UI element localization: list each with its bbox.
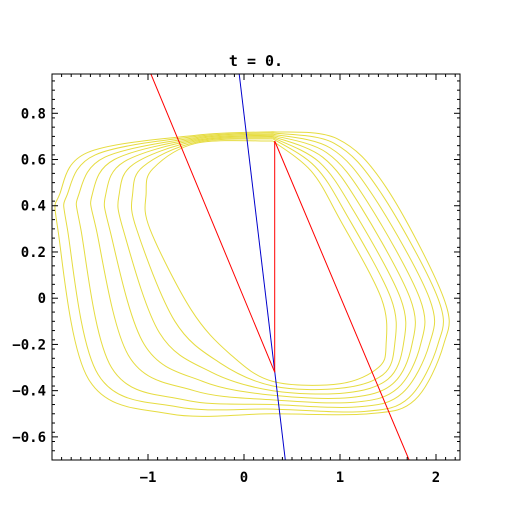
contour-curve-5 — [90, 134, 426, 404]
blue-line-1 — [238, 74, 286, 460]
contour-curve-6 — [75, 133, 436, 408]
contour-curve-8 — [54, 131, 450, 417]
contour-curve-7 — [63, 132, 444, 413]
y-tick-label: 0.6 — [21, 153, 46, 169]
plot-frame — [51, 73, 461, 461]
x-tick-label: 0 — [240, 470, 248, 486]
y-tick-label: −0.4 — [12, 384, 46, 400]
contour-curve-2 — [130, 138, 397, 391]
red-line-4 — [274, 140, 410, 460]
y-tick-label: −0.2 — [12, 337, 46, 353]
y-tick-label: 0.8 — [21, 106, 46, 122]
y-tick-label: 0.2 — [21, 245, 46, 261]
red-line-2 — [150, 74, 276, 373]
y-tick-label: 0.4 — [21, 199, 46, 215]
contour-layer — [54, 131, 450, 417]
y-tick-label: 0 — [38, 291, 46, 307]
contour-curve-1 — [144, 140, 388, 386]
x-tick-label: 1 — [336, 470, 344, 486]
segment-layer — [150, 74, 410, 460]
x-tick-label: 2 — [432, 470, 440, 486]
axis-layer: −1 0 1 2 −0.6 −0.4 −0.2 0 0.2 0.4 0.6 0.8 — [12, 74, 460, 486]
chart-title: t = 0. — [229, 52, 283, 70]
contour-curve-4 — [103, 135, 416, 399]
plot-area — [54, 74, 450, 460]
y-tick-label: −0.6 — [12, 430, 46, 446]
x-tick-label: −1 — [140, 470, 157, 486]
contour-curve-3 — [117, 137, 407, 395]
